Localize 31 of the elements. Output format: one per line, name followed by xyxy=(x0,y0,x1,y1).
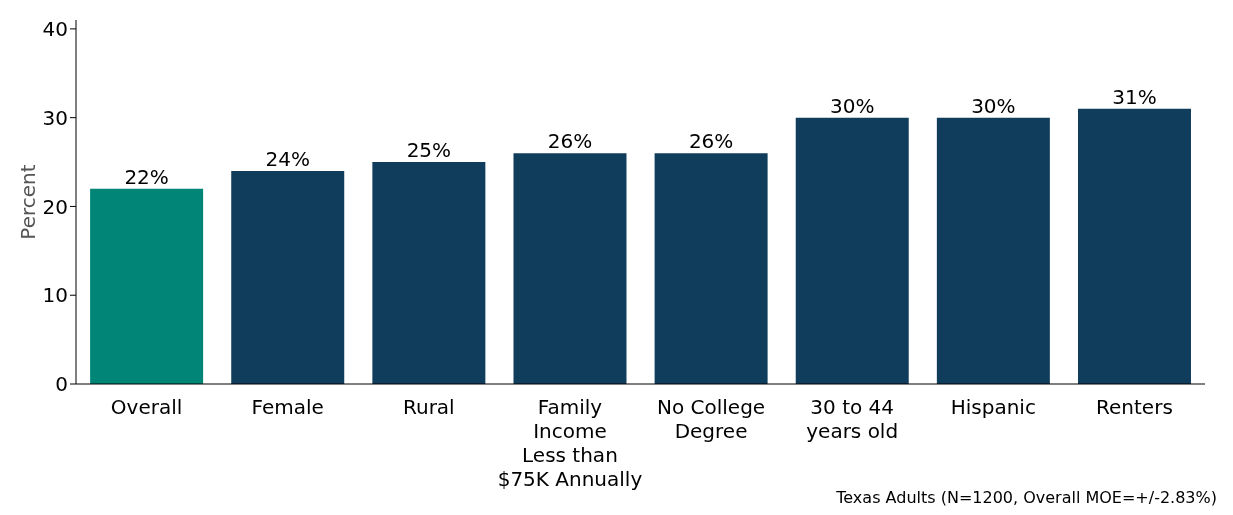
x-tick-label: Rural xyxy=(402,395,455,419)
x-tick-label: Female xyxy=(251,395,324,419)
y-tick-label: 0 xyxy=(55,372,68,397)
bar xyxy=(372,162,486,384)
bar xyxy=(1077,108,1191,384)
data-label: 30% xyxy=(971,93,1016,118)
data-label: 22% xyxy=(124,164,169,189)
data-label: 31% xyxy=(1112,84,1157,109)
x-tick-label: Renters xyxy=(1096,395,1173,419)
data-label: 24% xyxy=(265,146,310,171)
bar xyxy=(654,153,768,384)
bar xyxy=(231,170,345,384)
y-axis-title: Percent xyxy=(16,164,41,240)
text: Texas Adults (N=1200, Overall MOE=+/-2.83%) xyxy=(836,488,1217,507)
bar xyxy=(513,153,627,384)
y-tick-label: 10 xyxy=(42,283,68,308)
bar xyxy=(936,117,1050,384)
data-label: 30% xyxy=(830,93,875,118)
y-tick-label: 30 xyxy=(42,105,68,130)
bar xyxy=(90,188,204,384)
x-tick-label: Hispanic xyxy=(950,395,1036,419)
data-label: 26% xyxy=(688,129,734,154)
x-tick-label: Overall xyxy=(110,395,183,419)
data-label: 26% xyxy=(547,129,593,154)
data-label: 25% xyxy=(406,138,452,163)
y-tick-label: 20 xyxy=(42,194,68,219)
x-tick-label: 30 to 44 years old xyxy=(806,395,899,443)
bar xyxy=(795,117,909,384)
x-tick-label: Family Income Less than $75K Annually xyxy=(497,395,643,491)
y-tick-label: 40 xyxy=(42,16,68,41)
x-tick-label: No College Degree xyxy=(656,395,766,443)
